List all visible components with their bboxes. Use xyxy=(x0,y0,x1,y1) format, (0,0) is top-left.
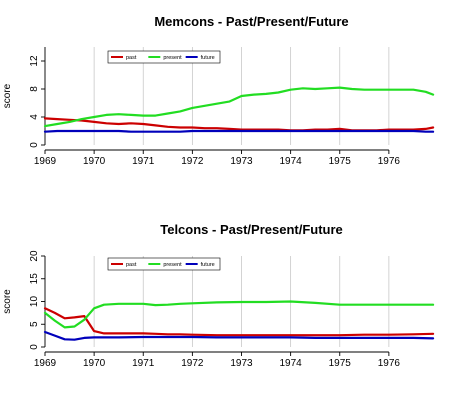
legend-label-past: past xyxy=(126,55,137,61)
y-tick-label: 12 xyxy=(29,55,40,67)
x-tick-label: 1970 xyxy=(83,358,106,369)
legend: past present future xyxy=(107,257,221,271)
chart-panel-1: Memcons - Past/Present/Future 0 4 8 12 score 1… xyxy=(2,14,435,167)
legend-label-past: past xyxy=(126,262,137,268)
series-line-past xyxy=(43,307,435,337)
legend-label-future: future xyxy=(201,55,215,61)
x-tick-label: 1969 xyxy=(34,156,57,167)
series-line-future xyxy=(43,129,435,133)
legend-box xyxy=(107,50,221,64)
x-tick-label: 1974 xyxy=(280,156,303,167)
series-line-future xyxy=(43,330,435,341)
y-tick-label: 15 xyxy=(29,273,40,285)
x-tick-label: 1975 xyxy=(329,358,352,369)
x-tick-label: 1973 xyxy=(230,358,253,369)
x-tick-label: 1970 xyxy=(83,156,106,167)
x-tick-label: 1976 xyxy=(378,156,401,167)
y-tick-label: 10 xyxy=(29,296,40,308)
x-tick-label: 1974 xyxy=(280,358,303,369)
y-axis-label: score xyxy=(2,289,13,314)
legend-label-present: present xyxy=(163,262,182,268)
series-line-present xyxy=(43,300,435,329)
series-line-present xyxy=(43,86,435,128)
chart-title: Telcons - Past/Present/Future xyxy=(160,222,343,237)
x-tick-label: 1969 xyxy=(34,358,57,369)
chart-panel-2: Telcons - Past/Present/Future 0 5 10 15 20 sco… xyxy=(2,222,435,369)
y-tick-label: 20 xyxy=(29,250,40,262)
y-tick-label: 8 xyxy=(29,86,40,92)
x-tick-label: 1975 xyxy=(329,156,352,167)
x-tick-label: 1972 xyxy=(181,156,204,167)
x-tick-label: 1971 xyxy=(132,156,155,167)
y-tick-label: 4 xyxy=(29,114,40,120)
legend-box xyxy=(107,257,221,271)
x-tick-label: 1973 xyxy=(230,156,253,167)
y-axis-label: score xyxy=(2,83,13,108)
legend: past present future xyxy=(107,50,221,64)
y-tick-label: 5 xyxy=(29,321,40,327)
legend-label-present: present xyxy=(163,55,182,61)
y-tick-label: 0 xyxy=(29,142,40,148)
x-tick-label: 1972 xyxy=(181,358,204,369)
legend-label-future: future xyxy=(201,262,215,268)
series-line-past xyxy=(43,117,435,132)
x-tick-label: 1971 xyxy=(132,358,155,369)
x-tick-label: 1976 xyxy=(378,358,401,369)
y-tick-label: 0 xyxy=(29,344,40,350)
chart-title: Memcons - Past/Present/Future xyxy=(154,14,348,29)
